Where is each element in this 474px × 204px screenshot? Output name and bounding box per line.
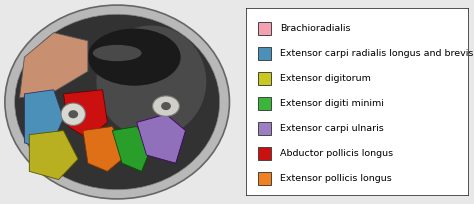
Bar	[258, 97, 271, 110]
Bar	[258, 72, 271, 85]
Ellipse shape	[93, 45, 142, 61]
Ellipse shape	[96, 26, 206, 138]
Text: Abductor pollicis longus: Abductor pollicis longus	[280, 149, 393, 159]
Polygon shape	[29, 131, 78, 180]
Ellipse shape	[61, 103, 85, 125]
Polygon shape	[112, 126, 151, 171]
FancyBboxPatch shape	[246, 8, 469, 196]
Bar	[258, 172, 271, 185]
Text: Brachioradialis: Brachioradialis	[280, 24, 351, 33]
Ellipse shape	[68, 110, 78, 118]
Text: Extensor digitorum: Extensor digitorum	[280, 74, 371, 83]
Text: Extensor carpi radialis longus and brevis: Extensor carpi radialis longus and brevi…	[280, 49, 474, 58]
Polygon shape	[137, 114, 185, 163]
Text: Extensor pollicis longus: Extensor pollicis longus	[280, 174, 392, 183]
Ellipse shape	[15, 14, 219, 190]
Polygon shape	[19, 33, 88, 98]
Polygon shape	[25, 90, 64, 151]
Polygon shape	[64, 90, 108, 139]
Text: Extensor carpi ulnaris: Extensor carpi ulnaris	[280, 124, 384, 133]
Bar	[258, 47, 271, 60]
Ellipse shape	[161, 102, 171, 110]
Text: Extensor digiti minimi: Extensor digiti minimi	[280, 99, 384, 108]
Ellipse shape	[88, 29, 181, 86]
Ellipse shape	[5, 5, 229, 199]
Polygon shape	[83, 126, 127, 171]
Bar	[258, 147, 271, 160]
Ellipse shape	[153, 96, 180, 116]
Bar	[258, 122, 271, 135]
Bar	[258, 22, 271, 35]
